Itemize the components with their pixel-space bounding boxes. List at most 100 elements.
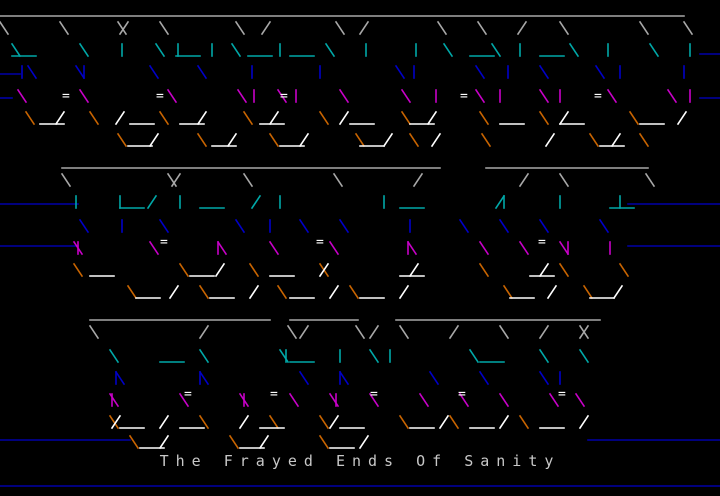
letter-stroke <box>128 434 140 450</box>
letter-stroke <box>196 132 208 148</box>
letter-stroke <box>408 262 420 278</box>
letter-stroke <box>158 218 170 234</box>
letter-stroke <box>538 64 550 80</box>
letter-stroke <box>478 262 490 278</box>
letter-stroke <box>354 324 366 340</box>
letter-stroke <box>338 218 350 234</box>
letter-stroke <box>358 434 370 450</box>
letter-stroke <box>334 20 346 36</box>
letter-stroke <box>516 20 528 36</box>
letter-stroke <box>318 434 330 450</box>
letter-stroke <box>166 172 178 188</box>
letter-stroke <box>548 392 560 408</box>
letter-stroke <box>558 110 570 126</box>
letter-stroke <box>458 392 470 408</box>
letter-stroke <box>400 110 412 126</box>
letter-stroke <box>54 110 66 126</box>
letter-stroke <box>16 88 28 104</box>
letter-stroke <box>644 172 656 188</box>
subtitle-text: The Frayed Ends Of Sanity <box>159 452 561 470</box>
letter-stroke <box>582 284 594 300</box>
letter-stroke <box>214 262 226 278</box>
letter-stroke <box>268 414 280 430</box>
letter-stroke <box>598 218 610 234</box>
letter-stroke <box>158 20 170 36</box>
fill-mark: = <box>538 235 546 250</box>
letter-stroke <box>238 414 250 430</box>
letter-stroke <box>248 284 260 300</box>
letter-stroke <box>196 110 208 126</box>
letter-stroke <box>442 42 454 58</box>
letter-stroke <box>166 88 178 104</box>
letter-stroke <box>474 88 486 104</box>
letter-stroke <box>430 132 442 148</box>
letter-stroke <box>126 284 138 300</box>
letter-stroke <box>108 414 120 430</box>
letter-stroke <box>358 20 370 36</box>
letter-stroke <box>400 88 412 104</box>
letter-stroke <box>116 20 128 36</box>
letter-stroke <box>328 414 340 430</box>
letter-stroke <box>638 20 650 36</box>
letter-stroke <box>348 284 360 300</box>
letter-stroke <box>178 262 190 278</box>
letter-stroke <box>606 88 618 104</box>
horizontal-rules <box>0 15 720 487</box>
letter-stroke <box>196 64 208 80</box>
letter-stroke <box>538 110 550 126</box>
letter-stroke <box>578 348 590 364</box>
fill-mark: = <box>156 89 164 104</box>
letter-stroke <box>234 20 246 36</box>
letter-stroke <box>242 172 254 188</box>
letter-stroke <box>448 414 460 430</box>
letter-stroke <box>558 20 570 36</box>
letter-stroke <box>276 284 288 300</box>
letter-stroke <box>368 324 380 340</box>
letter-stroke <box>228 434 240 450</box>
fill-mark: = <box>184 387 192 402</box>
letter-stroke <box>498 218 510 234</box>
letter-stroke <box>538 370 550 386</box>
letter-stroke <box>428 370 440 386</box>
letter-stroke <box>618 262 630 278</box>
letter-stroke <box>0 20 10 36</box>
letter-stroke <box>494 194 506 210</box>
letter-stroke <box>108 348 120 364</box>
letter-stroke <box>476 20 488 36</box>
letter-stroke <box>148 132 160 148</box>
letter-stroke <box>538 348 550 364</box>
letter-stroke <box>158 434 170 450</box>
letter-stroke <box>458 218 470 234</box>
letter-stroke <box>168 284 180 300</box>
letter-stroke <box>298 324 310 340</box>
letter-stroke <box>288 392 300 408</box>
fill-mark: = <box>62 89 70 104</box>
letter-stroke <box>154 42 166 58</box>
letter-stroke <box>682 20 694 36</box>
letter-stroke <box>318 262 330 278</box>
letter-stroke <box>216 240 228 256</box>
letter-stroke <box>490 42 502 58</box>
letter-stroke <box>538 262 550 278</box>
fill-mark: = <box>558 387 566 402</box>
letter-stroke <box>78 218 90 234</box>
letter-stroke <box>114 110 126 126</box>
fill-mark: = <box>270 387 278 402</box>
letter-stroke <box>88 110 100 126</box>
letter-stroke <box>26 64 38 80</box>
letter-stroke <box>178 392 190 408</box>
letter-stroke <box>328 240 340 256</box>
letter-stroke <box>578 324 590 340</box>
letter-stroke <box>478 370 490 386</box>
letter-stroke <box>398 324 410 340</box>
fill-mark: = <box>460 89 468 104</box>
letter-stroke <box>544 132 556 148</box>
letter-stroke <box>338 370 350 386</box>
letter-stroke <box>268 240 280 256</box>
letter-stroke <box>418 392 430 408</box>
letter-stroke <box>298 218 310 234</box>
letter-stroke <box>318 110 330 126</box>
letter-stroke <box>74 64 86 80</box>
letter-stroke <box>538 324 550 340</box>
fill-mark: = <box>280 89 288 104</box>
